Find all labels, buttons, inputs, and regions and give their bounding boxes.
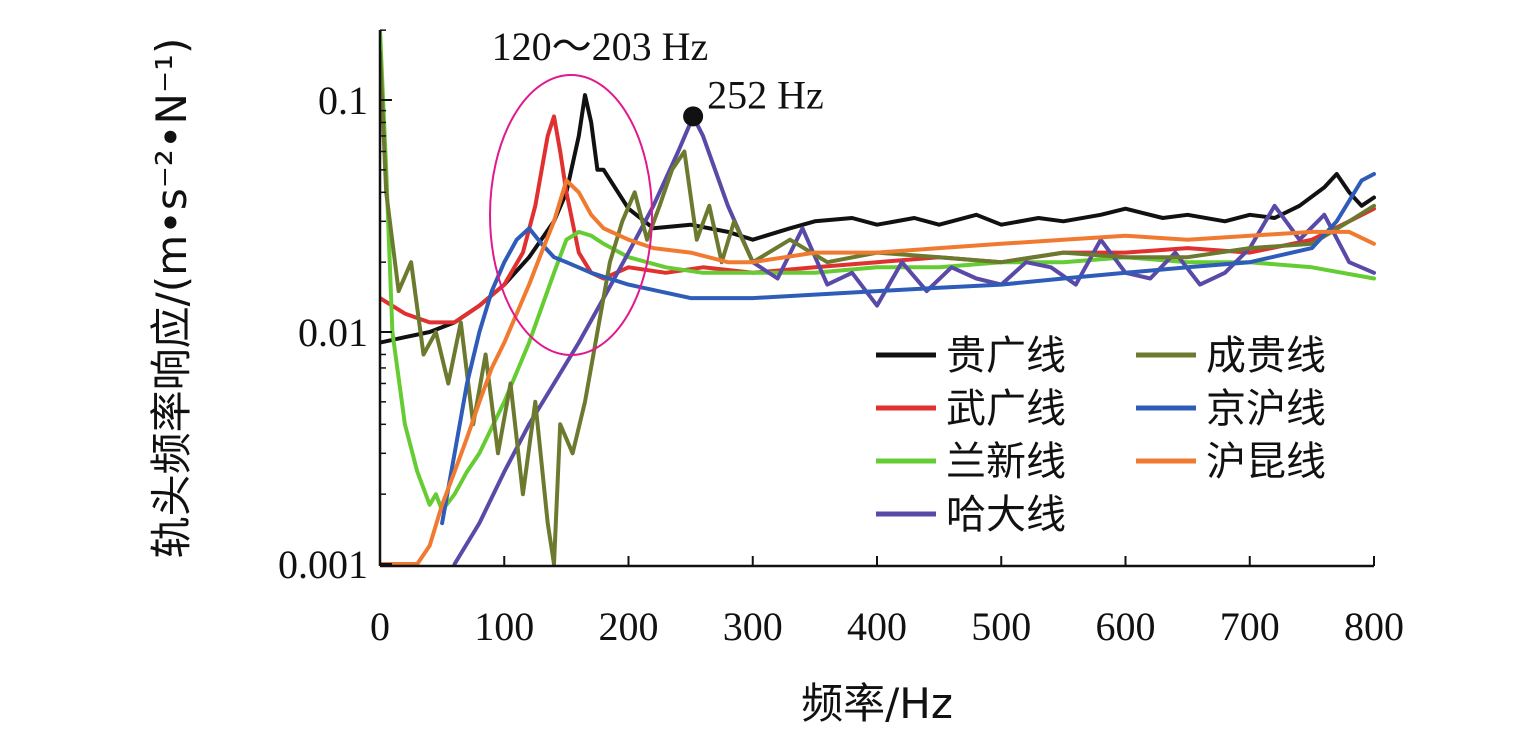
x-tick-label: 300 xyxy=(723,604,783,649)
y-tick-label: 0.001 xyxy=(278,542,368,587)
legend-label: 武广线 xyxy=(946,386,1066,432)
x-tick-label: 0 xyxy=(370,604,390,649)
series-line-2 xyxy=(380,30,1376,513)
series-line-5 xyxy=(440,172,1376,526)
y-axis-title: 轨头频率响应/(m•s⁻²•N⁻¹) xyxy=(147,38,196,559)
x-tick-label: 400 xyxy=(847,604,907,649)
series-line-3 xyxy=(452,114,1376,566)
x-tick-label: 200 xyxy=(599,604,659,649)
series-line-4 xyxy=(380,50,1376,566)
x-axis-title: 频率/Hz xyxy=(801,679,953,728)
y-tick-label: 0.01 xyxy=(298,310,368,355)
legend-label: 沪昆线 xyxy=(1206,439,1326,485)
series-line-6 xyxy=(380,178,1376,566)
series-layer xyxy=(380,30,1376,566)
peak-point-marker xyxy=(683,106,704,127)
annotation-layer: 120～203 Hz 252 Hz xyxy=(489,24,824,356)
x-tick-label: 800 xyxy=(1344,604,1404,649)
legend-label: 兰新线 xyxy=(946,439,1066,485)
x-tick-label: 700 xyxy=(1220,604,1280,649)
y-tick-label: 0.1 xyxy=(318,78,368,123)
legend-label: 哈大线 xyxy=(946,492,1066,538)
peak-frequency-annotation: 252 Hz xyxy=(707,72,824,117)
y-ticks: 0.1 0.01 0.001 xyxy=(278,29,392,587)
legend-label: 贵广线 xyxy=(946,333,1066,379)
x-tick-label: 600 xyxy=(1096,604,1156,649)
x-tick-label: 100 xyxy=(474,604,534,649)
x-ticks: 0 100 200 300 400 500 600 700 800 xyxy=(370,556,1404,649)
legend-label: 成贵线 xyxy=(1206,333,1326,379)
frequency-range-annotation: 120～203 Hz xyxy=(492,24,709,69)
legend-label: 京沪线 xyxy=(1206,386,1326,432)
axes-layer: 0 100 200 300 400 500 600 700 800 0.1 0.01 0.001 xyxy=(278,29,1404,649)
frequency-range-ellipse xyxy=(489,74,653,356)
x-tick-label: 500 xyxy=(971,604,1031,649)
